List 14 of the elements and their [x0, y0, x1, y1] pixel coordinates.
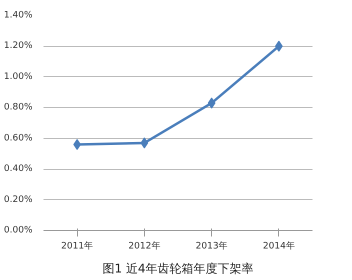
y-tick-label: 0.20% [4, 194, 33, 205]
y-tick-label: 1.20% [4, 41, 33, 52]
x-tick-label: 2012年 [128, 240, 160, 252]
y-tick-label: 0.00% [4, 226, 33, 236]
caption: 图1 近4年齿轮箱年度下架率 [102, 262, 254, 276]
point [73, 139, 81, 150]
y-tick-label: 0.40% [4, 164, 33, 174]
y-tick-label: 1.00% [4, 72, 33, 82]
x-tick-label: 2011年 [61, 240, 94, 252]
y-tick-label: 1.40% [4, 10, 33, 20]
y-tick-label: 0.60% [4, 133, 33, 144]
x-tick-label: 2013年 [196, 240, 228, 252]
y-tick-label: 0.80% [4, 102, 33, 113]
x-tick-label: 2014年 [262, 240, 295, 252]
